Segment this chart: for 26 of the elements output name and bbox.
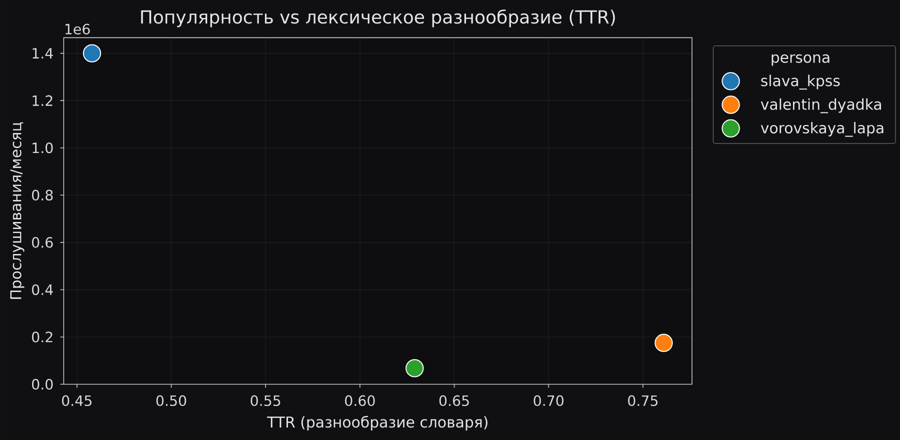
legend-label: valentin_dyadka [760,98,882,114]
legend-title: persona [772,54,830,66]
x-tick-label: 0.65 [439,395,469,406]
x-tick-label: 0.55 [250,395,280,406]
x-tick-label: 0.70 [534,395,564,406]
y-tick-label: 0.4 [32,284,53,296]
y-tick-label: 0.8 [32,190,53,201]
x-tick-label: 0.50 [156,395,186,406]
x-tick-label: 0.60 [345,395,375,406]
legend-label: vorovskaya_lapa [760,122,884,137]
y-tick-label: 0.2 [32,332,52,342]
y-axis-title: Прослушивания/месяц [10,122,24,299]
y-tick-label: 1.2 [32,95,52,106]
x-tick-label: 0.45 [62,395,92,406]
legend-label: slava_kpss [761,74,840,90]
point [82,44,102,62]
chart-title: Популярность vs лексическое разнообразие (TTR) [141,9,615,28]
y-tick-label: 0.6 [32,237,53,248]
y-tick-label: 1.4 [32,48,53,58]
x-tick-label: 0.75 [628,395,658,406]
point [406,359,424,378]
point [654,334,673,352]
y-tick-label: 1.0 [32,142,53,154]
text: 1e6 [65,24,90,34]
x-axis-title: TTR (разнообразие словаря) [267,416,488,431]
y-tick-label: 0.0 [32,378,53,390]
